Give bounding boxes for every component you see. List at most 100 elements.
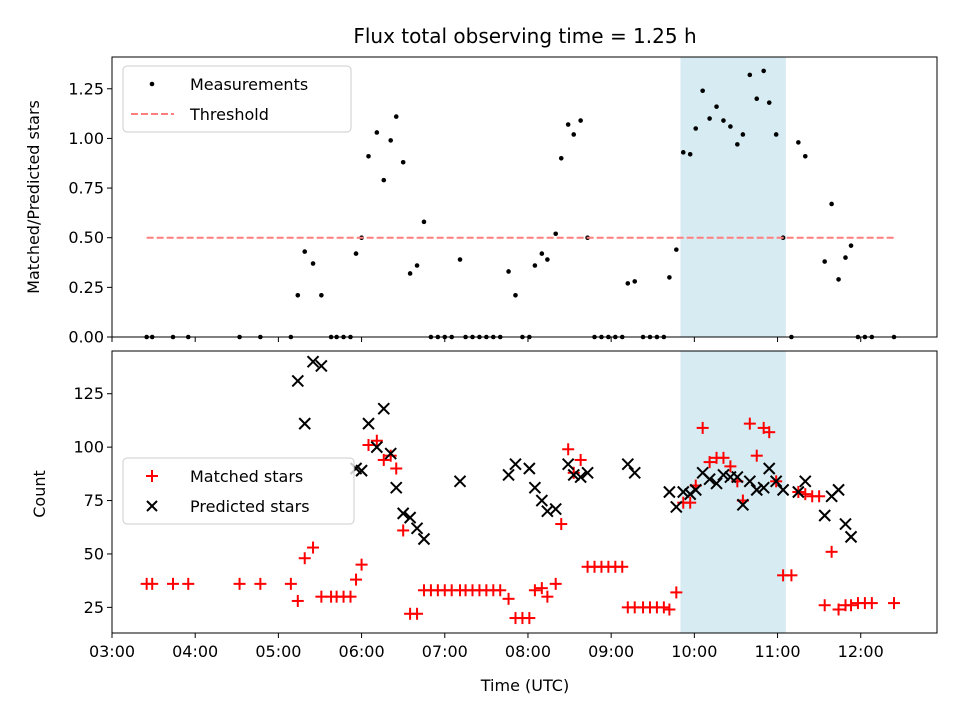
measurements-point	[802, 153, 808, 159]
measurements-point	[388, 138, 393, 143]
y-tick-label: 25	[84, 598, 104, 617]
x-tick-label: 06:00	[339, 642, 385, 661]
legend-predicted-marker	[146, 500, 158, 512]
measurements-point	[836, 277, 841, 282]
y-tick-label: 0.50	[68, 228, 104, 247]
measurements-point	[553, 231, 558, 237]
matched-stars-point	[502, 592, 515, 605]
predicted-stars-point	[832, 483, 845, 497]
predicted-stars-point	[523, 462, 536, 475]
matched-stars-point	[146, 577, 159, 590]
predicted-stars-point	[717, 468, 730, 482]
measurements-point	[700, 88, 705, 94]
predicted-stars-point	[561, 458, 575, 471]
matched-stars-point	[284, 577, 297, 590]
y-tick-label: 1.25	[68, 79, 104, 98]
count-series-layer	[140, 355, 901, 625]
predicted-stars-point	[792, 485, 805, 499]
measurements-point	[407, 271, 413, 276]
y-tick-label: 50	[84, 544, 104, 563]
y-tick-label: 75	[84, 491, 104, 510]
matched-stars-point	[763, 426, 776, 439]
ratio-panel: 0.00 0.25 0.50 0.75 1.00 1.25 Flux total obse…	[24, 24, 938, 347]
measurements-point	[457, 257, 463, 262]
predicted-stars-point	[663, 485, 676, 499]
matched-stars-point	[298, 552, 311, 565]
matched-stars-point	[254, 577, 267, 590]
predicted-stars-point	[839, 517, 852, 531]
matched-stars-point	[397, 524, 410, 537]
measurements-point	[754, 96, 760, 102]
matched-stars-point	[813, 490, 826, 503]
predicted-stars-point	[362, 417, 375, 430]
x-tick-label: 07:00	[422, 642, 468, 661]
measurements-point	[693, 126, 699, 131]
x-tick-label: 11:00	[754, 642, 800, 661]
legend-matched-label: Matched stars	[190, 467, 303, 486]
measurements-point	[680, 150, 686, 155]
measurements-point	[632, 279, 638, 284]
measurements-point	[353, 251, 359, 256]
measurements-point	[625, 281, 631, 286]
predicted-stars-point	[298, 417, 311, 430]
measurements-point	[506, 269, 511, 274]
matched-stars-point	[528, 584, 541, 597]
matched-stars-point	[865, 597, 878, 610]
measurements-point	[822, 259, 827, 264]
count-x-axis: 03:00 04:00 05:00 06:00 07:00 08:00 09:00 10:00…	[89, 633, 884, 661]
predicted-stars-point	[763, 462, 776, 475]
measurements-point	[558, 155, 564, 161]
measurements-point	[295, 292, 301, 298]
predicted-stars-point	[355, 464, 368, 477]
measurements-point	[773, 132, 779, 137]
legend-predicted-label: Predicted stars	[190, 497, 310, 516]
predicted-stars-point	[417, 532, 431, 546]
predicted-stars-point	[689, 483, 702, 497]
matched-stars-point	[291, 594, 304, 607]
matched-stars-point	[750, 449, 763, 462]
predicted-stars-point	[535, 494, 549, 507]
matched-stars-point	[344, 590, 357, 603]
x-tick-label: 04:00	[172, 642, 218, 661]
predicted-stars-point	[670, 500, 683, 514]
predicted-stars-point	[677, 485, 690, 499]
matched-stars-point	[411, 607, 424, 620]
measurements-point	[761, 68, 766, 74]
predicted-stars-point	[396, 507, 410, 520]
matched-stars-point	[307, 541, 320, 554]
matched-stars-point	[670, 586, 683, 599]
matched-stars-point	[390, 462, 403, 475]
matched-stars-point	[832, 603, 845, 616]
measurements-point	[707, 116, 712, 121]
matched-stars-point	[657, 601, 670, 614]
predicted-stars-point	[731, 470, 744, 484]
legend-threshold-label: Threshold	[189, 105, 269, 124]
count-panel: 25 50 75 100 125 03:00 04:00 05:00 06:00 07:00 08…	[30, 350, 938, 695]
measurements-point	[747, 72, 753, 78]
count-y-axis-label: Count	[30, 470, 49, 518]
matched-stars-point	[541, 590, 554, 603]
measurements-point	[565, 122, 571, 127]
predicted-stars-point	[750, 483, 763, 497]
matched-stars-point	[663, 603, 676, 616]
measurements-point	[674, 247, 679, 252]
ratio-legend-box	[122, 65, 352, 133]
legend-measurements-label: Measurements	[190, 75, 308, 94]
predicted-stars-point	[528, 481, 542, 494]
measurements-point	[539, 251, 545, 256]
predicted-stars-point	[818, 509, 831, 522]
measurements-point	[366, 153, 371, 159]
y-tick-label: 0.75	[68, 179, 104, 198]
measurements-point	[374, 130, 380, 135]
predicted-stars-point	[844, 530, 858, 544]
predicted-stars-point	[502, 468, 515, 482]
x-tick-label: 12:00	[838, 642, 884, 661]
observing-window-highlight	[680, 351, 786, 633]
predicted-stars-point	[291, 374, 305, 388]
measurements-point	[400, 159, 406, 165]
measurements-point	[829, 201, 834, 207]
matched-stars-point	[362, 439, 375, 451]
count-y-axis: 25 50 75 100 125	[73, 384, 112, 617]
measurements-point	[414, 263, 420, 268]
